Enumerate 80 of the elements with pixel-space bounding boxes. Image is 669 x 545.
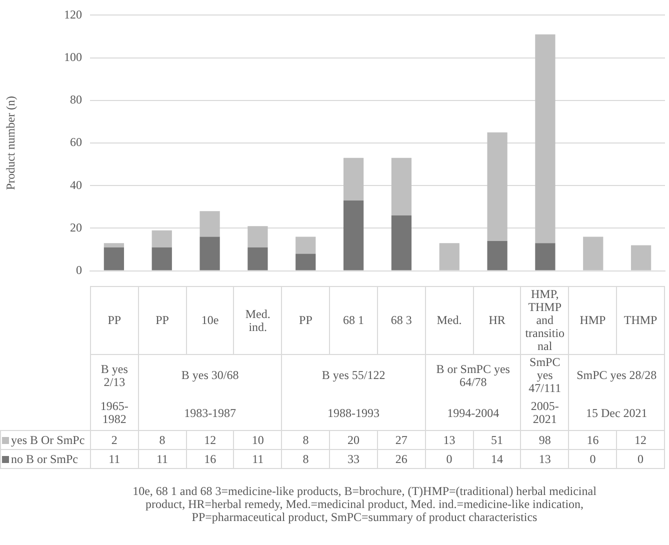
legend-label: yes B Or SmPc [0, 430, 90, 450]
text: B or SmPC yes 64/78 [425, 354, 521, 396]
data-label: 8 [282, 450, 330, 468]
data-label: 2 [90, 430, 138, 450]
bar [391, 158, 412, 216]
y-tick-label: 40 [70, 178, 82, 192]
y-axis-title: Product number (n) [3, 96, 18, 190]
text: 1994-2004 [425, 396, 521, 430]
y-tick-label: 120 [64, 7, 82, 22]
x-tick-label: HMP, THMP and transitional [520, 286, 569, 354]
text: SmPC yes 28/28 [568, 354, 664, 396]
data-label: 12 [616, 430, 664, 450]
bar [630, 245, 652, 270]
data-label: 13 [520, 450, 569, 468]
bar [343, 158, 364, 201]
bar [152, 247, 172, 270]
y-tick-label: 60 [70, 135, 82, 150]
data-label: 33 [330, 450, 378, 468]
data-label: 20 [330, 430, 378, 450]
text: 1965-1982 [90, 396, 138, 430]
bar [487, 132, 508, 241]
bar [248, 247, 268, 270]
bar [200, 236, 220, 270]
bar [439, 243, 460, 270]
data-label: 11 [138, 450, 186, 468]
data-label: 0 [425, 450, 474, 468]
y-tick-label: 20 [70, 220, 82, 234]
x-tick-label: Med. [425, 286, 474, 354]
x-tick-label: PP [138, 286, 186, 354]
data-label: 26 [377, 450, 426, 468]
y-tick-label: 80 [70, 92, 82, 107]
bar [152, 230, 172, 248]
text: SmPC yes 47/111 [520, 354, 569, 396]
bar [343, 200, 364, 270]
text: B yes 55/122 [282, 354, 426, 396]
data-label: 98 [520, 430, 569, 450]
data-label: 11 [90, 450, 138, 468]
bar [487, 240, 508, 270]
bar [535, 34, 556, 244]
data-label: 16 [186, 450, 234, 468]
data-label: 14 [473, 450, 521, 468]
x-tick-label: Med. ind. [234, 286, 282, 354]
legend-label: no B or SmPc [0, 450, 90, 468]
text: 10e, 68 1 and 68 3=medicine-like products, B=brochure, (T)HMP=(traditional) herbal medicinal product, HR=herbal remedy, Med.=medicinal product, Med. ind.=medicine-like indication, PP=pharmaceutical product, SmPC=summary of product characteristics [132, 484, 598, 524]
bar [583, 236, 604, 270]
data-label: 12 [186, 430, 234, 450]
bar [200, 211, 220, 237]
data-label: 51 [473, 430, 521, 450]
text: 1983-1987 [138, 396, 282, 430]
x-tick-label: PP [282, 286, 330, 354]
x-tick-label: 68 1 [330, 286, 378, 354]
x-tick-label: THMP [616, 286, 664, 354]
bar [248, 226, 268, 248]
data-label: 8 [138, 430, 186, 450]
data-label: 27 [377, 430, 426, 450]
data-label: 8 [282, 430, 330, 450]
text: 1988-1993 [282, 396, 426, 430]
text: 2005-2021 [520, 396, 569, 430]
data-label: 16 [568, 430, 617, 450]
x-tick-label: 10e [186, 286, 234, 354]
data-label: 10 [234, 430, 282, 450]
text: B yes 2/13 [90, 354, 138, 396]
x-tick-label: PP [90, 286, 138, 354]
bar [391, 215, 412, 270]
y-tick-label: 0 [76, 262, 82, 277]
bar [535, 243, 556, 270]
bar [296, 236, 316, 254]
x-tick-label: 68 3 [377, 286, 426, 354]
data-label: 11 [234, 450, 282, 468]
bar [104, 243, 124, 248]
bar [296, 254, 316, 270]
data-label: 0 [616, 450, 664, 468]
x-tick-label: HR [473, 286, 521, 354]
data-label: 0 [568, 450, 617, 468]
bar [104, 247, 124, 270]
y-tick-label: 100 [64, 50, 82, 64]
x-tick-label: HMP [568, 286, 617, 354]
data-label: 13 [425, 430, 474, 450]
text: 15 Dec 2021 [568, 396, 664, 430]
text: B yes 30/68 [138, 354, 282, 396]
